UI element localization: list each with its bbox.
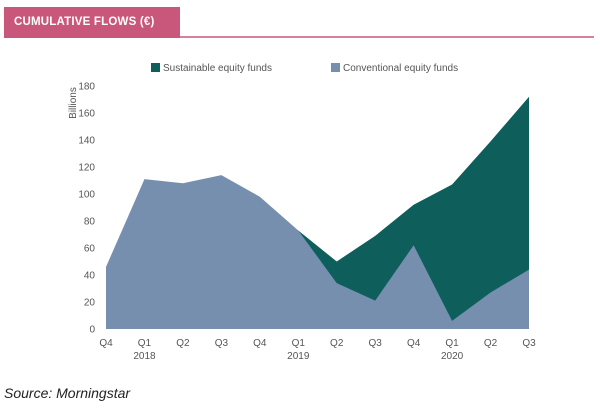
x-year-label: 2018 (133, 351, 156, 362)
x-tick-label: Q3 (215, 338, 229, 349)
x-tick-label: Q2 (176, 338, 190, 349)
x-tick-label: Q3 (522, 338, 536, 349)
y-tick-label: 100 (78, 190, 95, 201)
legend-swatch (331, 63, 340, 72)
y-tick-label: 80 (84, 217, 96, 228)
x-tick-label: Q3 (369, 338, 383, 349)
y-tick-label: 160 (78, 109, 95, 120)
header-rule (4, 36, 594, 38)
x-tick-label: Q2 (484, 338, 498, 349)
y-tick-label: 60 (84, 244, 96, 255)
conventional-series-area (106, 175, 529, 329)
x-year-label: 2020 (441, 351, 464, 362)
source-note: Source: Morningstar (4, 385, 131, 401)
sustainable-series-area (298, 96, 529, 329)
y-tick-label: 180 (78, 82, 95, 93)
y-tick-label: 120 (78, 163, 95, 174)
x-tick-label: Q4 (99, 338, 113, 349)
x-year-label: 2019 (287, 351, 310, 362)
x-tick-label: Q4 (253, 338, 267, 349)
legend-label: Conventional equity funds (343, 63, 458, 74)
chart-title: CUMULATIVE FLOWS (€) (4, 7, 180, 38)
x-tick-label: Q1 (138, 338, 152, 349)
x-tick-label: Q4 (407, 338, 421, 349)
x-tick-label: Q1 (292, 338, 306, 349)
y-tick-label: 40 (84, 271, 96, 282)
y-tick-label: 0 (89, 325, 95, 336)
x-tick-label: Q1 (445, 338, 459, 349)
x-tick-label: Q2 (330, 338, 344, 349)
y-axis-title: Billions (68, 87, 79, 119)
legend-label: Sustainable equity funds (163, 63, 272, 74)
legend-swatch (151, 63, 160, 72)
y-tick-label: 140 (78, 136, 95, 147)
y-tick-label: 20 (84, 298, 96, 309)
